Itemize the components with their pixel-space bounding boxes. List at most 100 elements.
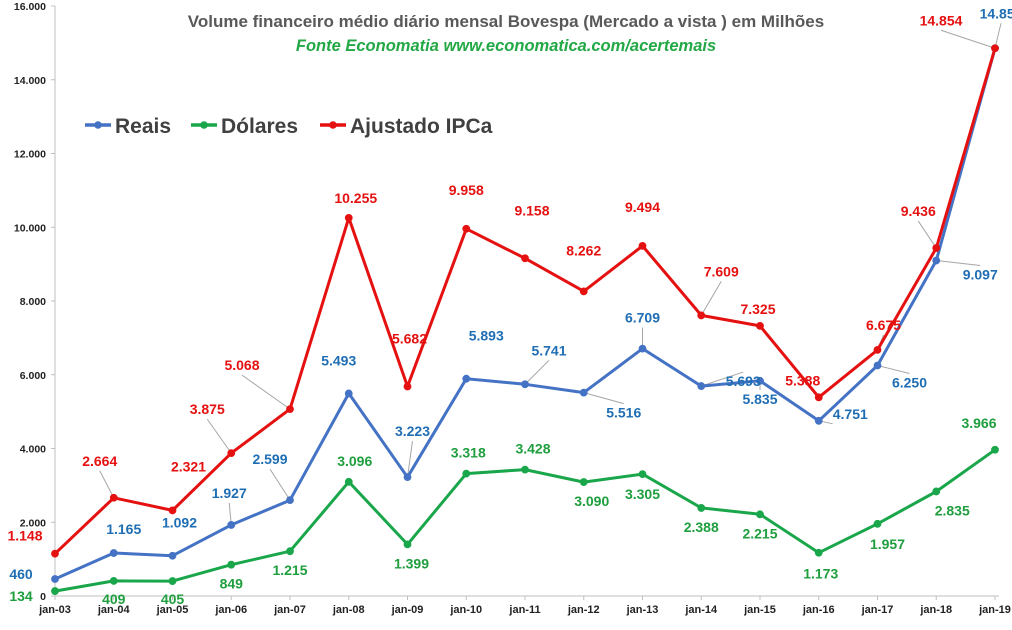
data-label: 5.493 (321, 352, 356, 368)
data-point (51, 549, 59, 558)
x-tick-label: jan-13 (626, 604, 659, 616)
x-tick-label: jan-10 (449, 604, 482, 616)
data-label: 9.158 (514, 202, 549, 218)
leader-line (701, 371, 744, 387)
x-tick-label: jan-06 (214, 604, 247, 616)
data-label: 849 (220, 576, 244, 592)
data-label: 409 (102, 591, 126, 607)
leader-line (917, 220, 937, 249)
data-label: 405 (161, 591, 185, 607)
data-label: 4.751 (833, 406, 868, 422)
leader-line (700, 281, 722, 316)
data-label: 9.958 (449, 182, 484, 198)
data-label: 5.835 (742, 391, 777, 407)
data-point (51, 575, 59, 583)
y-tick-label: 4.000 (20, 444, 46, 456)
data-point (462, 469, 471, 478)
data-label: 5.693 (726, 373, 761, 389)
data-point (638, 242, 647, 250)
data-label: 1.173 (803, 566, 838, 582)
data-label: 2.664 (82, 453, 117, 469)
data-label: 8.262 (566, 242, 601, 258)
legend-marker (329, 121, 337, 129)
data-label: 1.957 (870, 536, 905, 552)
data-label: 1.092 (162, 515, 197, 531)
leader-line (99, 470, 115, 498)
x-tick-label: jan-04 (97, 604, 131, 616)
data-label: 2.215 (742, 525, 777, 541)
data-label: 9.436 (901, 203, 936, 219)
leader-line (994, 23, 1002, 49)
data-point (873, 361, 882, 370)
legend-label: Reais (115, 115, 171, 138)
data-point (697, 382, 706, 390)
data-label: 1.215 (272, 562, 307, 578)
data-point (991, 44, 999, 53)
x-tick-label: jan-14 (684, 604, 718, 616)
legend-label: Dólares (221, 115, 298, 138)
y-tick-label: 8.000 (20, 296, 46, 308)
x-tick-label: jan-12 (567, 604, 600, 616)
data-label: 10.255 (334, 190, 377, 206)
data-point (109, 577, 118, 585)
series-lines (53, 46, 997, 593)
data-point (462, 374, 471, 383)
leader-line (407, 441, 413, 478)
data-label: 5.741 (531, 342, 566, 358)
data-point (579, 388, 588, 397)
y-tick-label: 16.000 (14, 1, 46, 13)
data-point (932, 244, 941, 252)
x-tick-label: jan-08 (332, 604, 365, 616)
data-point (756, 321, 764, 330)
data-point (168, 577, 177, 585)
data-point (991, 445, 999, 454)
data-point (814, 416, 823, 425)
data-label: 6.250 (892, 375, 927, 391)
data-point (932, 256, 941, 265)
data-point (756, 510, 764, 519)
x-tick-label: jan-09 (391, 604, 424, 616)
data-label: 7.609 (704, 263, 739, 279)
data-label: 7.325 (740, 301, 775, 317)
data-point (579, 287, 588, 296)
x-tick-label: jan-17 (861, 604, 894, 616)
data-label: 3.966 (961, 415, 996, 431)
data-label: 9.097 (963, 267, 998, 283)
data-point (697, 311, 706, 320)
data-point (344, 389, 353, 398)
leader-line (940, 29, 996, 49)
x-tick-label: jan-05 (156, 604, 189, 616)
data-label: 5.893 (469, 328, 504, 344)
data-label: 2.835 (935, 502, 970, 518)
x-tick-label: jan-15 (743, 604, 776, 616)
data-point (756, 376, 764, 385)
leader-line (241, 374, 291, 410)
data-label: 5.682 (392, 330, 427, 346)
leader-line (206, 418, 232, 454)
data-point (521, 465, 529, 474)
x-tick-label: jan-07 (273, 604, 306, 616)
data-label: 134 (9, 588, 33, 604)
x-tick-label: jan-03 (38, 604, 71, 616)
data-points (51, 44, 999, 595)
data-point (873, 519, 882, 528)
data-point (286, 547, 294, 556)
data-point (932, 487, 941, 496)
data-point (109, 549, 118, 557)
data-point (521, 254, 529, 263)
data-label: 3.428 (515, 441, 550, 457)
data-point (638, 470, 647, 479)
data-point (227, 449, 236, 458)
y-tick-label: 12.000 (14, 149, 46, 161)
data-point (227, 560, 236, 569)
x-tick-label: jan-16 (802, 604, 835, 616)
data-point (521, 380, 529, 389)
data-label: 3.090 (574, 493, 609, 509)
chart-title: Volume financeiro médio diário mensal Bo… (188, 12, 824, 31)
data-label: 5.388 (785, 372, 820, 388)
data-point (344, 477, 353, 486)
data-label: 6.709 (625, 310, 660, 326)
data-point (873, 345, 882, 354)
x-tick-label: jan-18 (919, 604, 952, 616)
